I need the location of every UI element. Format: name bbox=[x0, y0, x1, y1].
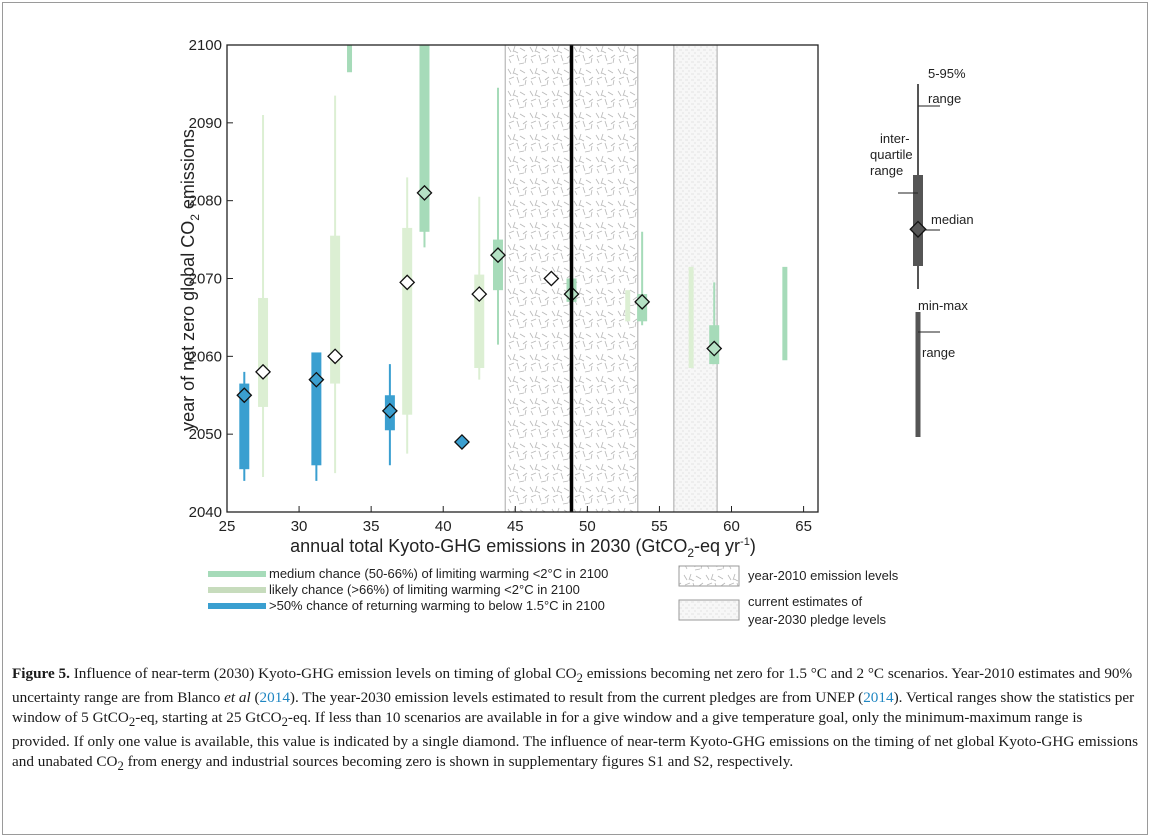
y-axis-label: year of net zero global CO2 emissions bbox=[178, 129, 202, 431]
median-marker bbox=[255, 363, 272, 380]
median-marker bbox=[416, 184, 433, 201]
pledge-band bbox=[673, 44, 718, 513]
legend-swatch-year2010 bbox=[678, 565, 740, 587]
median-marker bbox=[381, 402, 398, 419]
x-tick-label: 50 bbox=[579, 518, 596, 535]
y-tick-label: 2050 bbox=[189, 426, 222, 443]
key-median-diamond bbox=[909, 220, 927, 238]
key-label-min-max: min-max bbox=[918, 298, 968, 313]
x-axis-label: annual total Kyoto-GHG emissions in 2030… bbox=[290, 536, 756, 560]
x-tick-label: 40 bbox=[435, 518, 452, 535]
median-marker bbox=[634, 293, 651, 310]
median-marker bbox=[706, 340, 723, 357]
x-tick-label: 30 bbox=[291, 518, 308, 535]
iqr-box bbox=[239, 383, 250, 470]
median-marker bbox=[236, 387, 253, 404]
median-marker bbox=[471, 286, 488, 303]
figure-caption: Figure 5. Influence of near-term (2030) … bbox=[12, 665, 1139, 774]
chart: 25 30 35 40 45 50 55 60 65 204020502060207020802… bbox=[178, 37, 974, 627]
legend: medium chance (50-66%) of limiting warmi… bbox=[208, 565, 899, 627]
iqr-box bbox=[402, 227, 413, 415]
iqr-box bbox=[311, 352, 322, 466]
iqr-box bbox=[258, 297, 269, 407]
legend-swatch-blue bbox=[208, 603, 266, 609]
x-tick-label: 55 bbox=[651, 518, 668, 535]
caption-ref-link[interactable]: 2014 bbox=[863, 689, 894, 707]
reference-bands bbox=[504, 44, 718, 513]
x-tick-label: 65 bbox=[795, 518, 812, 535]
y-axis: 2040 2050 2060 2070 2080 2090 2100 bbox=[189, 37, 233, 521]
legend-label-year2010: year-2010 emission levels bbox=[748, 568, 899, 583]
legend-swatch-medium bbox=[208, 571, 266, 577]
key-label-inter: inter- bbox=[880, 131, 910, 146]
x-tick-label: 45 bbox=[507, 518, 524, 535]
legend-swatch-likely bbox=[208, 587, 266, 593]
legend-swatch-pledge bbox=[678, 599, 740, 621]
legend-label-pledge-2: year-2030 pledge levels bbox=[748, 612, 887, 627]
y-tick-label: 2080 bbox=[189, 193, 222, 210]
key-label-range: range bbox=[928, 91, 961, 106]
median-marker bbox=[399, 274, 416, 291]
x-tick-label: 25 bbox=[219, 518, 236, 535]
x-tick-label: 60 bbox=[723, 518, 740, 535]
iqr-box bbox=[474, 274, 485, 369]
y-tick-label: 2100 bbox=[189, 37, 222, 54]
median-marker bbox=[308, 371, 325, 388]
iqr-box bbox=[492, 239, 503, 291]
legend-label-pledge-1: current estimates of bbox=[748, 594, 863, 609]
y-tick-label: 2040 bbox=[189, 504, 222, 521]
legend-label-blue: >50% chance of returning warming to belo… bbox=[269, 598, 605, 613]
x-axis: 25 30 35 40 45 50 55 60 65 bbox=[219, 506, 812, 535]
iqr-box bbox=[330, 235, 341, 384]
key-label-quartile: quartile bbox=[870, 147, 913, 162]
box-series bbox=[236, 45, 788, 481]
statistics-key: 5-95% range inter- quartile range median… bbox=[870, 66, 974, 437]
caption-ref-link[interactable]: 2014 bbox=[259, 689, 290, 707]
legend-label-medium: medium chance (50-66%) of limiting warmi… bbox=[269, 566, 608, 581]
key-label-median: median bbox=[931, 212, 974, 227]
median-marker bbox=[490, 247, 506, 264]
median-marker bbox=[543, 270, 560, 287]
median-marker bbox=[327, 348, 344, 365]
iqr-box bbox=[419, 45, 430, 232]
key-label-minmax-range: range bbox=[922, 345, 955, 360]
key-label-5-95: 5-95% bbox=[928, 66, 966, 81]
y-tick-label: 2090 bbox=[189, 115, 222, 132]
caption-lead: Figure 5. bbox=[12, 665, 70, 682]
y-tick-label: 2070 bbox=[189, 271, 222, 288]
key-iqr-box bbox=[913, 175, 923, 266]
median-marker bbox=[453, 433, 470, 450]
legend-label-likely: likely chance (>66%) of limiting warming… bbox=[269, 582, 580, 597]
x-tick-label: 35 bbox=[363, 518, 380, 535]
key-label-iqr-range: range bbox=[870, 163, 903, 178]
y-tick-label: 2060 bbox=[189, 348, 222, 365]
